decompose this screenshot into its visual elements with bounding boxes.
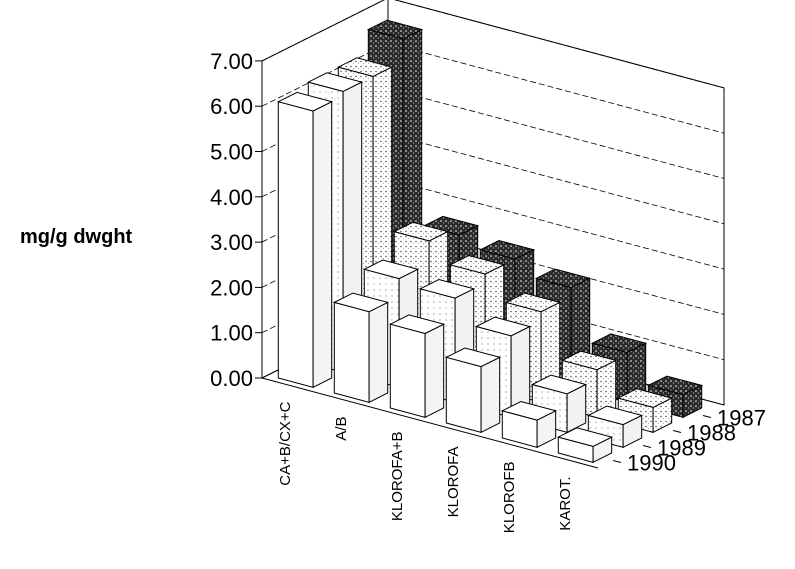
x-tick-label: A/B (333, 417, 350, 441)
bars (276, 19, 704, 464)
bar-top-face (530, 374, 588, 395)
series-label: 1989 (657, 436, 706, 461)
bar-top-face (534, 268, 592, 289)
y-tick-label: 1.00 (210, 321, 253, 346)
bar-top-face (646, 375, 704, 396)
x-tick-label: KLOROFA+B (389, 432, 406, 522)
y-tick-label: 2.00 (210, 275, 253, 300)
bar-top-face (560, 350, 618, 371)
bar (332, 292, 390, 404)
bar-top-face (276, 91, 334, 112)
y-axis: 0.00 1.00 2.00 3.00 4.00 5.00 6.00 7.00 (210, 49, 262, 391)
bar-top-face (362, 259, 420, 280)
bar (586, 405, 644, 449)
bar-side-face (312, 100, 333, 389)
bar-top-face (478, 239, 536, 260)
series-tick-mark (702, 415, 712, 418)
x-tick-label: CA+B/CX+C (277, 401, 294, 485)
bar-top-face (616, 388, 674, 408)
bar (276, 91, 334, 389)
bar-top-face (392, 221, 450, 242)
bar-front-face (445, 356, 482, 433)
y-tick-label: 0.00 (210, 366, 253, 391)
bar-top-face (474, 316, 532, 337)
bar-top-face (306, 72, 364, 92)
bar (500, 400, 558, 449)
y-tick-label: 7.00 (210, 49, 253, 74)
x-axis-line (261, 377, 599, 469)
bar-side-face (424, 323, 445, 419)
x-tick-label: KLOROFB (501, 462, 518, 534)
bar-front-face (333, 301, 370, 403)
y-axis-label: mg/g dwght (20, 226, 133, 248)
series-label: 1988 (687, 421, 736, 446)
bar-front-face (389, 323, 426, 418)
y-tick-label: 3.00 (210, 230, 253, 255)
bar (388, 314, 446, 419)
bar-side-face (368, 301, 389, 404)
y-tick-label: 5.00 (210, 140, 253, 165)
x-tick-label: KLOROFA (445, 447, 462, 518)
bar-top-face (444, 347, 502, 368)
bar-top-face (388, 314, 446, 335)
y-tick-label: 6.00 (210, 94, 253, 119)
series-label: 1987 (717, 406, 766, 431)
bar-top-face (556, 427, 614, 447)
bar-front-face (277, 101, 314, 388)
bar (444, 347, 502, 434)
bar-top-face (500, 400, 558, 421)
x-tick-label: KAROT. (557, 477, 574, 531)
bar-top-face (586, 405, 644, 426)
x-axis: CA+B/CX+C A/B KLOROFA+B KLOROFA KLOROFB KAROT… (261, 377, 599, 534)
bar-side-face (480, 356, 501, 434)
bar-top-face (504, 292, 562, 313)
bar-top-face (448, 254, 506, 275)
series-tick-mark (672, 430, 682, 433)
gridline (261, 0, 725, 89)
bar-top-face (418, 278, 476, 299)
bar-top-face (366, 19, 424, 40)
series-tick-mark (612, 460, 622, 463)
y-tick-label: 4.00 (210, 185, 253, 210)
bar-top-face (332, 292, 390, 313)
bar-top-face (336, 57, 394, 77)
series-label: 1990 (627, 451, 676, 476)
series-tick-mark (642, 445, 652, 448)
bar (556, 427, 614, 464)
bar-top-face (590, 333, 648, 354)
